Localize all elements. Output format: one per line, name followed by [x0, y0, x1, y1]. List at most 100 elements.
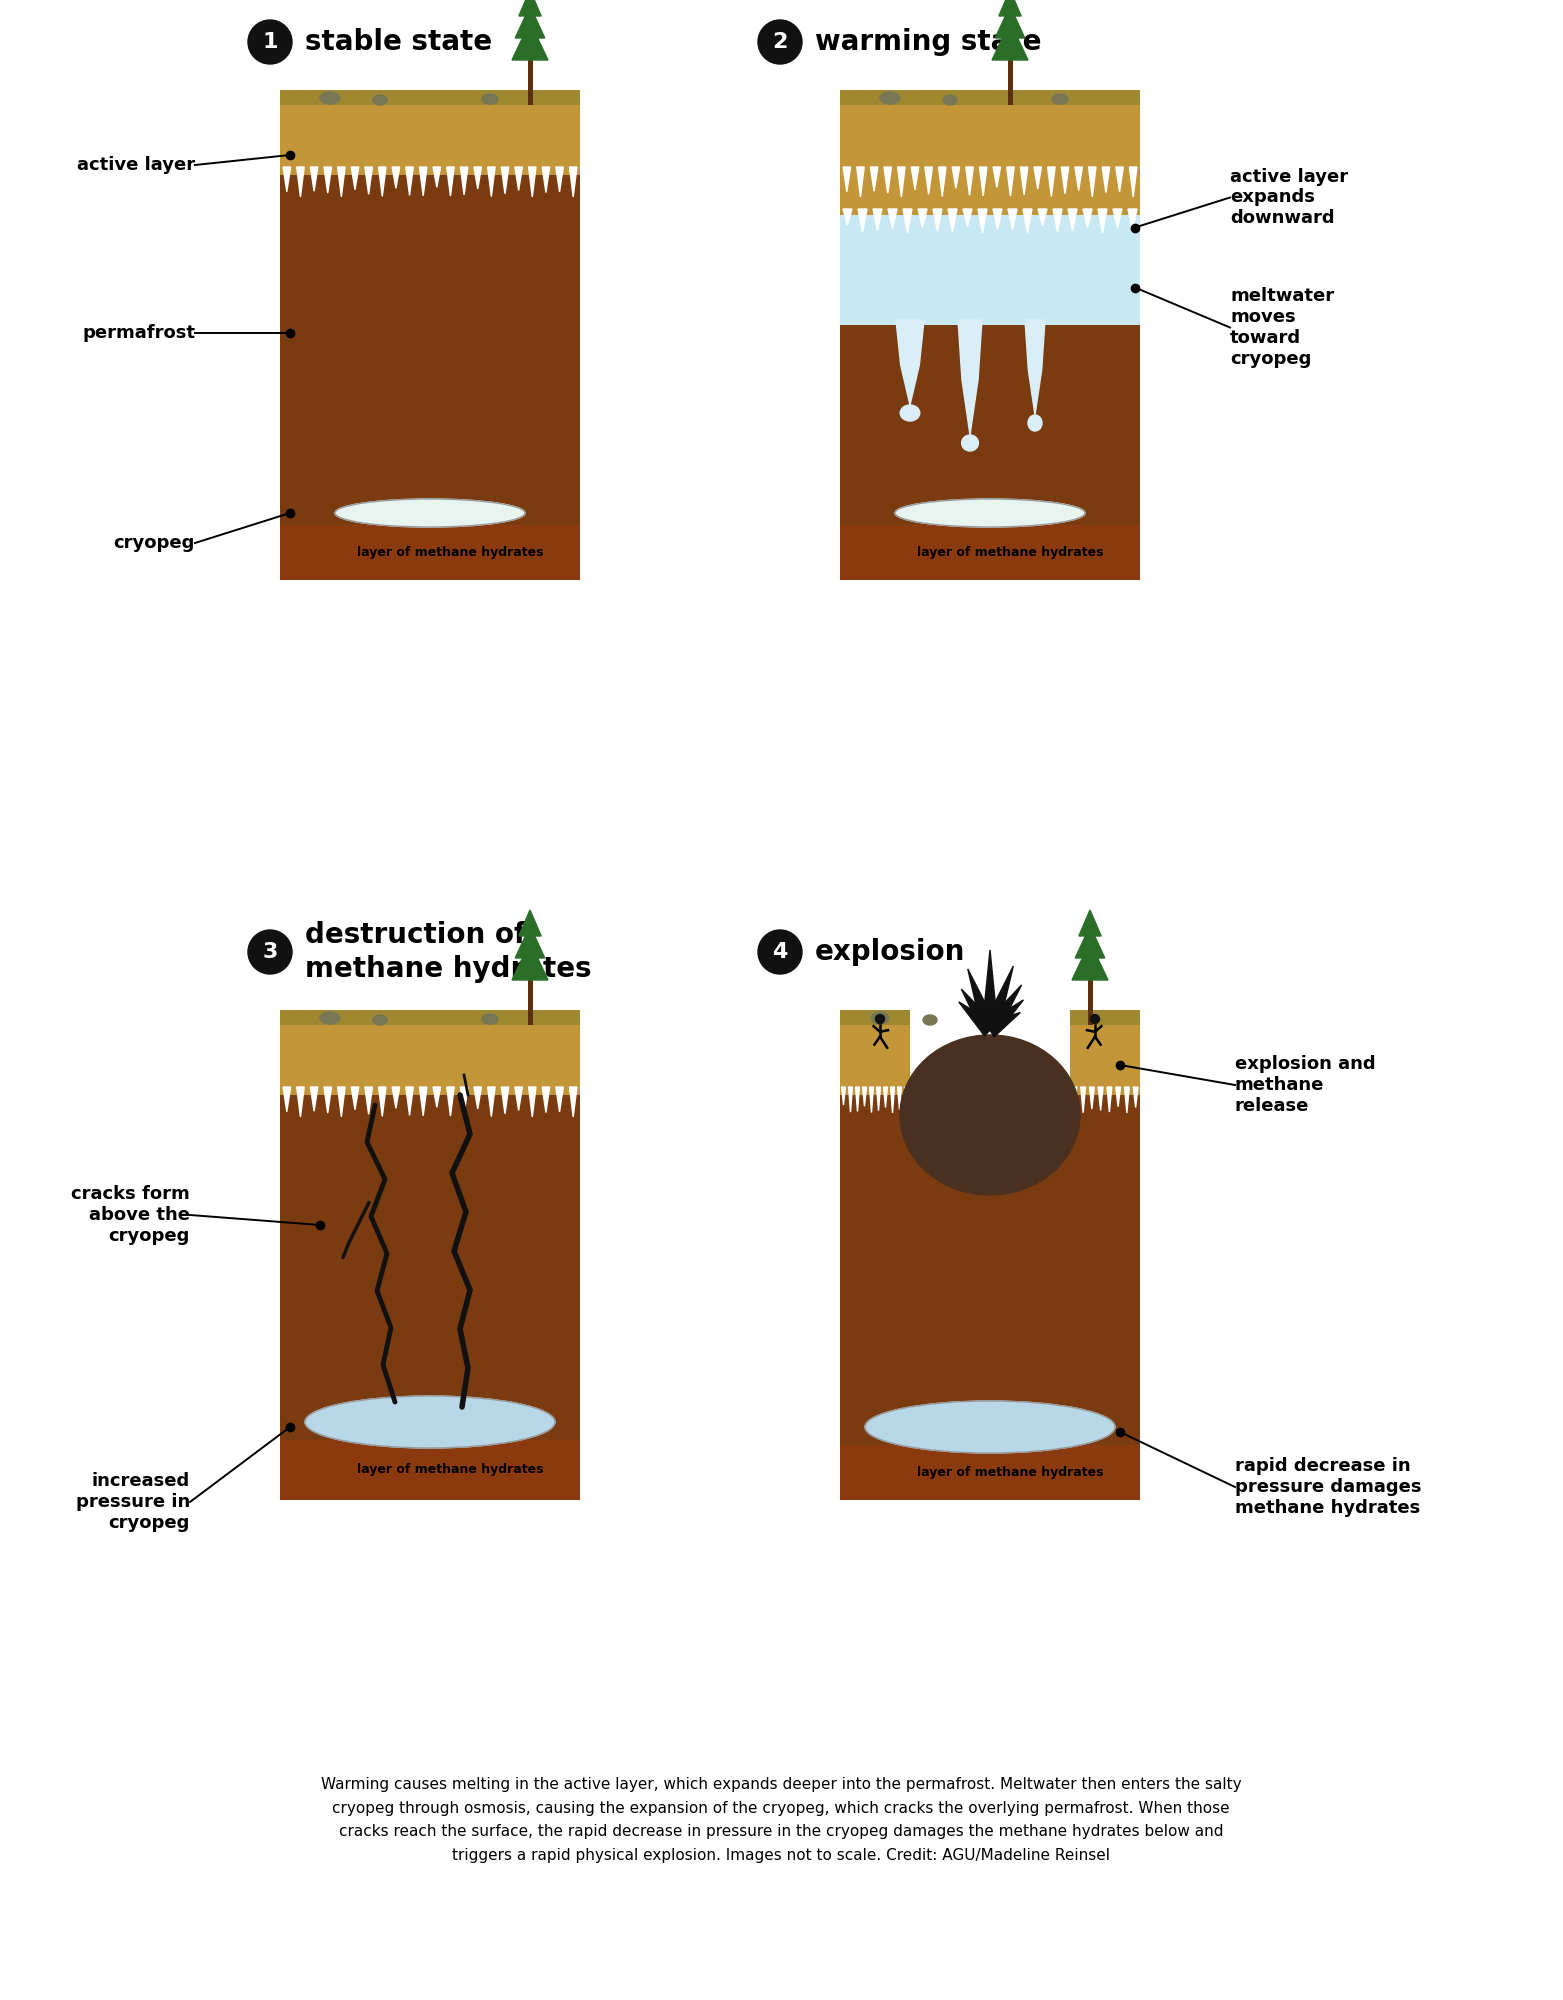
Polygon shape	[993, 208, 1002, 230]
Polygon shape	[1083, 208, 1093, 228]
Polygon shape	[933, 208, 942, 232]
Polygon shape	[513, 22, 549, 60]
Polygon shape	[488, 1088, 495, 1116]
Polygon shape	[1021, 168, 1028, 194]
Ellipse shape	[374, 1016, 388, 1024]
Bar	[1088, 980, 1093, 1024]
Polygon shape	[461, 1088, 467, 1114]
Polygon shape	[311, 168, 317, 192]
Polygon shape	[885, 168, 891, 194]
Ellipse shape	[900, 404, 919, 422]
Polygon shape	[419, 168, 427, 196]
Polygon shape	[1080, 1088, 1086, 1112]
Polygon shape	[883, 1088, 888, 1108]
Polygon shape	[980, 168, 986, 196]
Text: explosion: explosion	[814, 938, 966, 966]
Text: Warming causes melting in the active layer, which expands deeper into the permaf: Warming causes melting in the active lay…	[320, 1778, 1241, 1862]
Polygon shape	[993, 22, 1028, 60]
Text: explosion and
methane
release: explosion and methane release	[1235, 1056, 1375, 1114]
Polygon shape	[1035, 168, 1041, 188]
Polygon shape	[1097, 208, 1107, 232]
Polygon shape	[874, 208, 882, 230]
Ellipse shape	[1028, 416, 1043, 432]
Bar	[1071, 1010, 1139, 1024]
Polygon shape	[1075, 168, 1083, 190]
Polygon shape	[985, 1000, 1024, 1036]
Polygon shape	[364, 168, 372, 194]
Polygon shape	[528, 168, 536, 196]
Polygon shape	[352, 168, 359, 190]
Polygon shape	[1068, 208, 1077, 232]
Polygon shape	[364, 1088, 372, 1114]
Polygon shape	[1061, 168, 1069, 194]
Ellipse shape	[481, 1014, 499, 1024]
Polygon shape	[378, 168, 386, 196]
Polygon shape	[1053, 208, 1061, 232]
Text: layer of methane hydrates: layer of methane hydrates	[917, 546, 1103, 558]
Polygon shape	[1047, 168, 1055, 196]
Bar	[1071, 1024, 1139, 1096]
Text: layer of methane hydrates: layer of methane hydrates	[356, 546, 544, 558]
Polygon shape	[283, 168, 291, 192]
Polygon shape	[938, 168, 946, 196]
Bar	[839, 90, 1139, 104]
Ellipse shape	[924, 1016, 936, 1024]
Bar	[280, 1024, 580, 1096]
Polygon shape	[1038, 208, 1047, 226]
Polygon shape	[952, 168, 960, 188]
Text: layer of methane hydrates: layer of methane hydrates	[917, 1466, 1103, 1480]
Text: permafrost: permafrost	[81, 324, 195, 342]
Polygon shape	[297, 1088, 305, 1116]
Polygon shape	[1124, 1088, 1130, 1112]
Polygon shape	[891, 1088, 894, 1112]
Polygon shape	[514, 1088, 522, 1110]
Polygon shape	[842, 168, 850, 192]
Polygon shape	[378, 1088, 386, 1116]
Circle shape	[875, 1014, 885, 1024]
Circle shape	[758, 20, 802, 64]
Polygon shape	[841, 1088, 846, 1104]
Polygon shape	[1024, 208, 1032, 232]
Text: 3: 3	[263, 942, 278, 962]
Polygon shape	[949, 208, 957, 232]
Ellipse shape	[374, 94, 388, 104]
Polygon shape	[542, 168, 550, 192]
Polygon shape	[996, 6, 1025, 38]
Polygon shape	[447, 1088, 455, 1116]
Ellipse shape	[896, 498, 1085, 526]
Bar	[280, 104, 580, 176]
Polygon shape	[897, 1088, 902, 1110]
Polygon shape	[896, 320, 924, 404]
Bar	[839, 176, 1139, 324]
Text: rapid decrease in
pressure damages
methane hydrates: rapid decrease in pressure damages metha…	[1235, 1458, 1421, 1516]
Polygon shape	[986, 1012, 1021, 1036]
Polygon shape	[1107, 1088, 1111, 1112]
Bar	[839, 1024, 910, 1096]
Text: increased
pressure in
cryopeg: increased pressure in cryopeg	[75, 1472, 191, 1532]
Polygon shape	[352, 1088, 359, 1110]
Polygon shape	[1007, 168, 1014, 196]
Polygon shape	[528, 1088, 536, 1116]
Polygon shape	[569, 1088, 577, 1116]
Polygon shape	[519, 910, 541, 936]
Polygon shape	[474, 1088, 481, 1108]
Text: stable state: stable state	[305, 28, 492, 56]
Polygon shape	[871, 168, 878, 192]
Polygon shape	[1102, 168, 1110, 192]
Polygon shape	[283, 1088, 291, 1112]
Ellipse shape	[900, 1036, 1080, 1194]
Polygon shape	[858, 208, 867, 232]
Polygon shape	[966, 168, 974, 196]
Polygon shape	[842, 208, 852, 224]
Polygon shape	[502, 168, 508, 194]
Polygon shape	[392, 1088, 400, 1108]
Bar	[839, 1444, 1139, 1500]
Polygon shape	[1025, 320, 1046, 416]
Polygon shape	[958, 1002, 996, 1036]
Polygon shape	[897, 168, 905, 196]
Text: 4: 4	[772, 942, 788, 962]
Polygon shape	[569, 168, 577, 196]
Polygon shape	[877, 1088, 880, 1110]
Polygon shape	[297, 168, 305, 196]
Polygon shape	[917, 208, 927, 228]
